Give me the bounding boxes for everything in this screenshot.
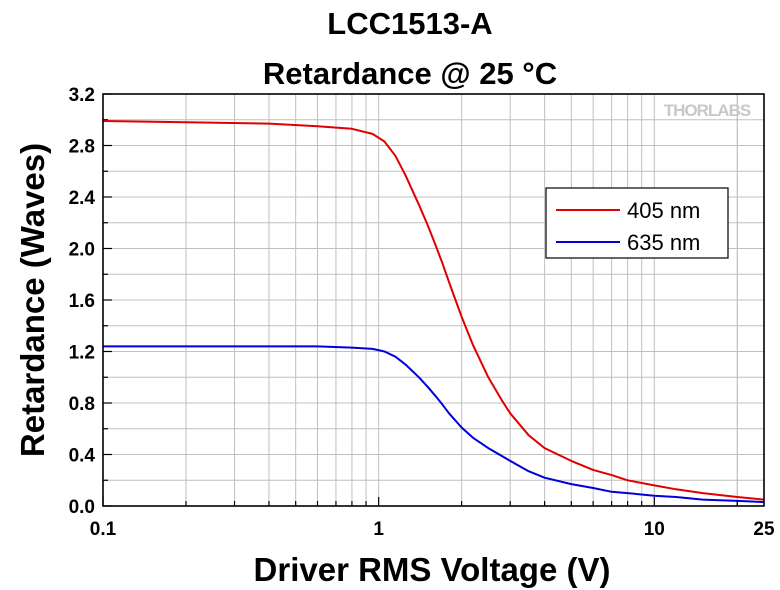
plot-frame: [102, 93, 765, 507]
y-tick-label: 1.6: [69, 291, 95, 312]
series-line-635-nm: [103, 345, 765, 504]
y-tick-labels: 0.0 0.4 0.8 1.2 1.6 2.0 2.4 2.8 3.2: [69, 85, 96, 518]
x-axis-label: Driver RMS Voltage (V): [254, 551, 611, 588]
grid-lines: [102, 93, 764, 507]
y-tick-label: 0.8: [69, 394, 95, 415]
y-tick-label: 0.0: [69, 497, 95, 518]
x-tick-label: 1: [373, 519, 384, 540]
x-tick-label: 25: [753, 519, 775, 540]
legend-label-405: 405 nm: [627, 198, 700, 223]
y-tick-label: 2.0: [69, 240, 95, 261]
legend: 405 nm 635 nm: [545, 187, 729, 259]
x-tick-labels: 0.1 1 10 25: [90, 519, 775, 540]
y-tick-label: 2.8: [69, 137, 95, 158]
thorlabs-logo: THORLABS: [664, 101, 751, 120]
chart-title: LCC1513-A: [327, 6, 492, 41]
legend-label-635: 635 nm: [627, 230, 700, 255]
y-tick-label: 2.4: [69, 188, 96, 209]
y-tick-label: 1.2: [69, 343, 95, 364]
series-line-405-nm: [102, 120, 765, 501]
x-tick-label: 10: [644, 519, 665, 540]
y-axis-label: Retardance (Waves): [14, 143, 51, 457]
y-tick-label: 3.2: [69, 85, 95, 106]
chart-subtitle: Retardance @ 25 °C: [263, 56, 557, 91]
legend-box: [545, 187, 729, 259]
x-tick-label: 0.1: [90, 519, 117, 540]
y-tick-label: 0.4: [69, 446, 96, 467]
series-lines: [102, 120, 765, 504]
